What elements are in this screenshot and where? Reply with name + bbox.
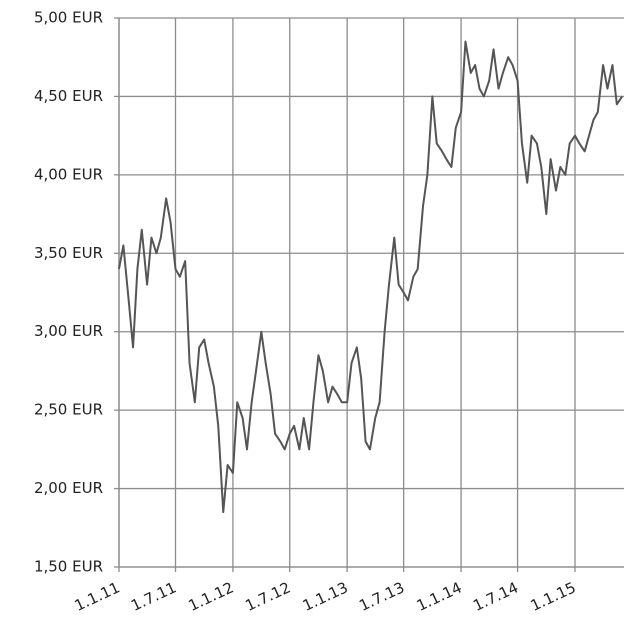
- x-tick-label: 1.7.12: [242, 578, 293, 614]
- x-tick-label: 1.1.15: [528, 578, 579, 614]
- x-tick-label: 1.7.11: [128, 578, 179, 614]
- y-tick-label: 4,50 EUR: [34, 87, 103, 105]
- y-tick-label: 5,00 EUR: [34, 9, 103, 27]
- y-tick-label: 3,50 EUR: [34, 244, 103, 262]
- x-tick-label: 1.1.11: [72, 578, 123, 614]
- y-tick-label: 4,00 EUR: [34, 165, 103, 183]
- y-tick-label: 3,00 EUR: [34, 322, 103, 340]
- x-tick-label: 1.1.13: [300, 578, 351, 614]
- x-tick-label: 1.7.13: [356, 578, 407, 614]
- x-tick-label: 1.7.14: [470, 578, 521, 614]
- x-tick-label: 1.1.14: [414, 578, 465, 614]
- price-line: [118, 40, 623, 514]
- y-tick-label: 1,50 EUR: [34, 558, 103, 576]
- y-tick-label: 2,50 EUR: [34, 401, 103, 419]
- x-tick-label: 1.1.12: [186, 578, 237, 614]
- y-tick-label: 2,00 EUR: [34, 479, 103, 497]
